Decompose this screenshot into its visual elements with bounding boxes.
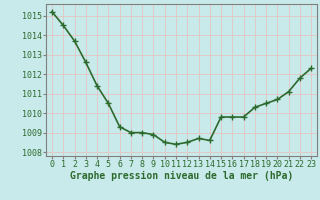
X-axis label: Graphe pression niveau de la mer (hPa): Graphe pression niveau de la mer (hPa) [70, 171, 293, 181]
